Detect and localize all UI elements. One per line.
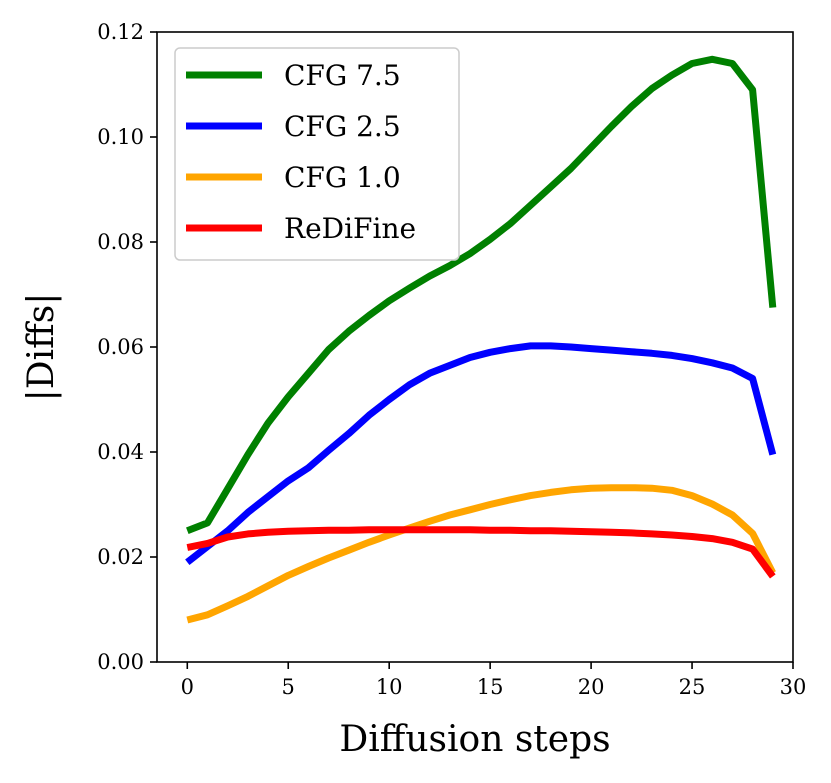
ticks-layer: 0 5 10 15 20 25 30 0.00 0.02 0.04 0.06 0.08 0.10 0.12 <box>97 20 806 699</box>
x-tick-label: 5 <box>282 675 295 699</box>
y-axis-title: |Diffs| <box>21 293 62 402</box>
legend-label-cfg-1-0: CFG 1.0 <box>284 161 401 194</box>
x-tick-label: 15 <box>477 675 504 699</box>
series-layer <box>185 55 777 624</box>
y-tick-label: 0.08 <box>97 230 144 254</box>
y-tick-label: 0.00 <box>97 650 144 674</box>
series-line-cfg-2-5 <box>185 342 777 566</box>
x-tick-label: 0 <box>181 675 194 699</box>
x-tick-label: 10 <box>376 675 403 699</box>
legend-label-cfg-2-5: CFG 2.5 <box>284 110 401 143</box>
y-tick-label: 0.04 <box>97 440 144 464</box>
x-tick-label: 30 <box>780 675 807 699</box>
series-line-redifine <box>186 526 776 579</box>
y-tick-label: 0.10 <box>97 125 144 149</box>
legend: CFG 7.5 CFG 2.5 CFG 1.0 ReDiFine <box>174 47 460 261</box>
legend-label-redifine: ReDiFine <box>284 212 416 245</box>
y-tick-label: 0.06 <box>97 335 144 359</box>
y-tick-label: 0.12 <box>97 20 144 44</box>
legend-label-cfg-7-5: CFG 7.5 <box>284 59 401 92</box>
x-axis-title: Diffusion steps <box>339 719 610 760</box>
x-tick-label: 25 <box>679 675 706 699</box>
series-line-cfg-1-0 <box>186 484 776 624</box>
series-line-cfg-7-5 <box>186 55 777 535</box>
y-tick-label: 0.02 <box>97 545 144 569</box>
x-tick-label: 20 <box>578 675 605 699</box>
legend-box <box>174 47 460 261</box>
